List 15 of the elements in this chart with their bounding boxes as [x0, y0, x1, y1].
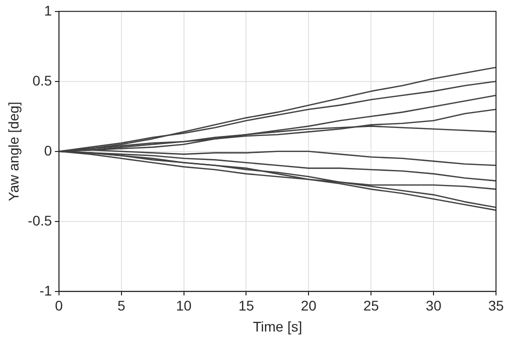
x-tick-label: 25: [363, 298, 380, 314]
y-tick-label: 0: [44, 142, 52, 158]
x-tick-label: 5: [117, 298, 126, 314]
y-tick-label: 1: [44, 2, 52, 18]
x-tick-label: 0: [55, 298, 64, 314]
y-tick-label: 0.5: [32, 72, 52, 88]
x-axis-title: Time [s]: [252, 318, 302, 334]
x-tick-label: 15: [238, 298, 254, 314]
y-tick-label: -0.5: [28, 212, 52, 228]
x-tick-label: 20: [300, 298, 317, 314]
x-tick-label: 30: [426, 298, 442, 314]
x-tick-label: 10: [176, 298, 192, 314]
y-axis-title: Yaw angle [deg]: [5, 102, 22, 202]
y-tick-label: -1: [39, 282, 52, 298]
x-tick-label: 35: [488, 298, 504, 314]
